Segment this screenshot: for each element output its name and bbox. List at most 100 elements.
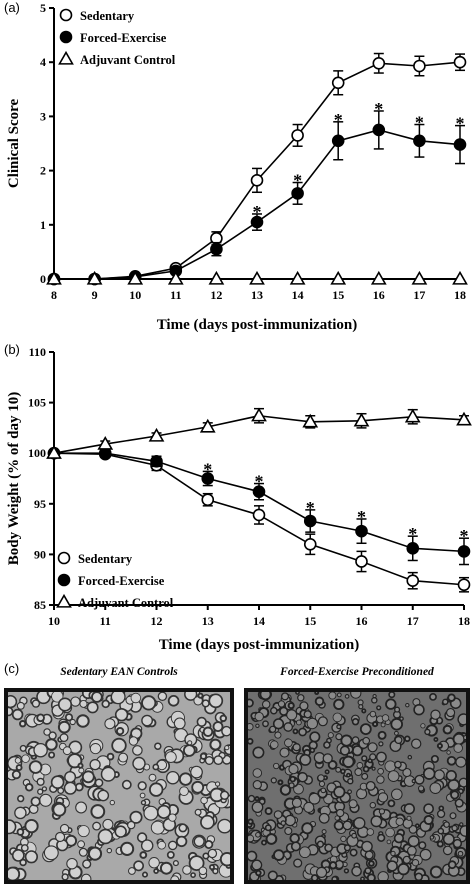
axon-profile: [347, 777, 354, 785]
axon-profile: [391, 788, 403, 801]
y-tick-label: 95: [34, 497, 46, 511]
axon-profile: [11, 848, 25, 862]
axon-profile: [361, 840, 373, 853]
axon-profile: [52, 802, 67, 817]
axon-profile: [405, 703, 410, 708]
y-tick-label: 105: [28, 396, 46, 410]
data-point: [251, 407, 267, 422]
axon-profile: [274, 731, 282, 739]
axon-profile: [375, 751, 387, 763]
axon-profile: [394, 760, 402, 769]
axon-profile: [356, 762, 364, 769]
axon-profile: [378, 808, 386, 815]
axon-profile: [132, 756, 146, 771]
axon-profile: [248, 818, 254, 825]
axon-profile: [194, 808, 202, 816]
significance-star: *: [456, 114, 465, 134]
data-point: [201, 493, 215, 507]
axon-profile: [386, 839, 392, 845]
axon-profile: [308, 792, 321, 805]
axon-profile: [43, 728, 51, 736]
axon-profile: [16, 828, 25, 836]
axon-profile: [39, 793, 53, 807]
axon-profile: [303, 801, 315, 813]
axon-profile: [178, 823, 188, 833]
axon-profile: [219, 790, 230, 800]
axon-profile: [343, 844, 351, 852]
axon-profile: [28, 760, 43, 774]
axon-profile: [351, 736, 360, 744]
data-point: [252, 485, 266, 498]
axon-profile: [353, 817, 366, 830]
axon-profile: [114, 708, 129, 722]
axon-profile: [423, 803, 434, 815]
exercise-micrograph: [244, 688, 470, 884]
axon-profile: [59, 733, 69, 743]
x-axis-title: Time (days post-immunization): [159, 637, 360, 653]
axon-profile: [199, 752, 208, 760]
axon-profile: [378, 741, 384, 747]
data-point: [127, 270, 144, 285]
axon-profile: [173, 717, 186, 730]
y-tick-label: 2: [40, 164, 46, 178]
axon-profile: [361, 755, 368, 762]
axon-profile: [141, 695, 157, 711]
axon-profile: [327, 760, 338, 770]
axon-profile: [451, 824, 458, 832]
legend-label: Forced-Exercise: [80, 31, 167, 45]
axon-profile: [377, 871, 389, 880]
axon-profile: [183, 744, 196, 757]
data-point: [289, 270, 306, 285]
axon-profile: [77, 762, 84, 769]
axon-profile: [148, 773, 157, 782]
axon-profile: [385, 698, 397, 710]
axon-profile: [43, 845, 59, 861]
axon-profile: [167, 840, 178, 851]
axon-profile: [452, 732, 466, 746]
axon-profile: [327, 732, 334, 739]
axon-profile: [436, 809, 446, 819]
axon-profile: [459, 822, 464, 827]
axon-profile: [342, 755, 355, 769]
axon-profile: [115, 726, 125, 736]
axon-profile: [165, 751, 177, 763]
axon-profile: [429, 693, 437, 701]
legend-marker: [56, 593, 72, 608]
axon-profile: [324, 843, 333, 853]
axon-profile: [367, 742, 378, 753]
axon-profile: [376, 705, 382, 711]
axon-profile: [101, 699, 110, 709]
axon-profile: [328, 861, 338, 870]
axon-profile: [433, 737, 439, 742]
data-point: [370, 270, 387, 285]
axon-profile: [114, 825, 127, 838]
axon-profile: [390, 717, 404, 731]
significance-star: *: [408, 524, 417, 544]
axon-profile: [361, 772, 369, 780]
axon-profile: [340, 768, 346, 775]
axon-profile: [280, 692, 290, 701]
axon-profile: [170, 875, 180, 880]
axon-profile: [366, 828, 375, 836]
axon-profile: [314, 692, 320, 696]
axon-profile: [446, 756, 457, 766]
axon-profile: [397, 862, 410, 876]
axon-profile: [81, 770, 95, 784]
axon-profile: [45, 738, 58, 751]
legend-label: Forced-Exercise: [78, 574, 165, 588]
axon-profile: [78, 767, 85, 774]
axon-profile: [41, 786, 48, 792]
data-point: [457, 545, 471, 558]
y-axis-title: Clinical Score: [6, 99, 22, 189]
axon-profile: [279, 784, 292, 796]
data-point: [452, 270, 468, 285]
axon-profile: [273, 810, 283, 819]
data-point: [303, 537, 317, 551]
axon-profile: [340, 835, 347, 842]
axon-profile: [57, 720, 71, 734]
axon-profile: [450, 790, 460, 800]
axon-profile: [403, 803, 416, 815]
axon-profile: [137, 781, 147, 791]
x-axis-title: Time (days post-immunization): [157, 317, 358, 333]
axon-profile: [152, 763, 160, 771]
